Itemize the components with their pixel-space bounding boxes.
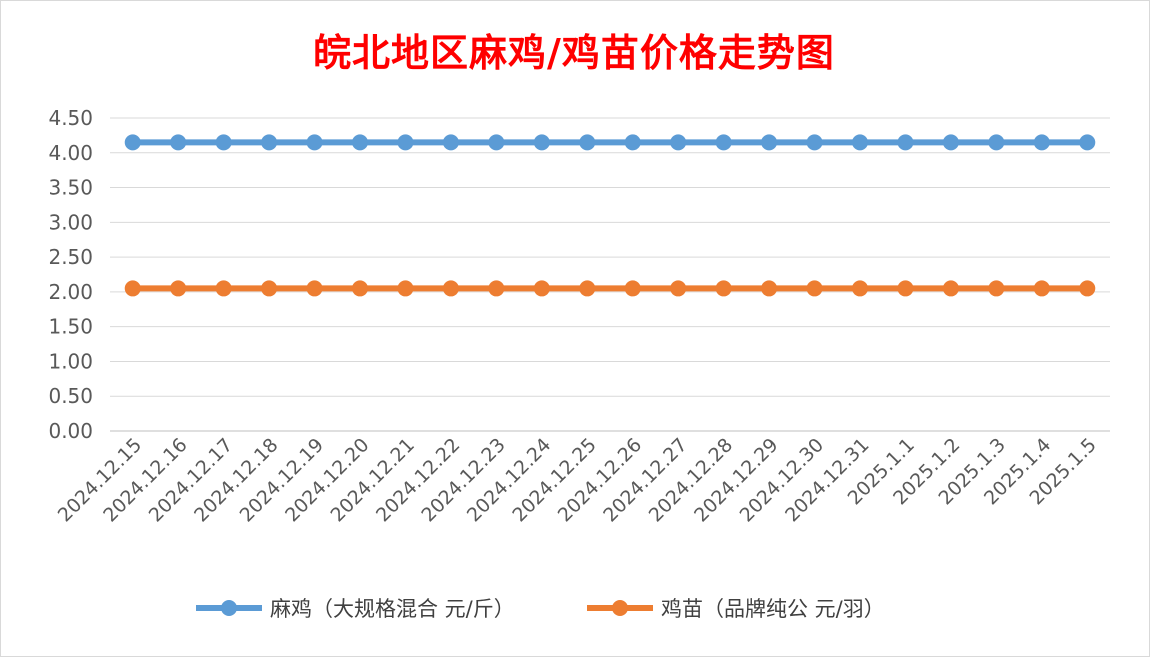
data-point [852,134,868,151]
data-point [761,134,778,151]
legend-swatch-marker [612,600,628,616]
data-point [306,280,323,297]
data-point [579,134,596,151]
data-point [1033,134,1050,151]
data-point [670,134,687,151]
data-point [897,134,914,151]
data-point [1033,280,1050,297]
data-point [261,280,278,297]
data-point [124,134,141,151]
data-point [942,134,959,151]
data-point [624,134,641,151]
data-point [579,280,596,297]
data-point [852,280,868,297]
data-point [1079,280,1096,297]
data-point [442,134,459,151]
data-point [670,280,687,297]
data-point [124,280,141,297]
series-0 [124,134,1096,151]
y-tick-label: 4.00 [48,141,93,165]
data-point [533,134,550,151]
data-point [988,134,1005,151]
data-point [715,280,732,297]
data-point [215,134,232,151]
y-tick-label: 4.50 [48,106,93,130]
data-point [761,280,778,297]
y-tick-label: 2.00 [48,280,93,304]
data-point [442,280,459,297]
data-point [170,134,187,151]
y-tick-label: 0.50 [48,384,93,408]
y-tick-label: 1.50 [48,315,93,339]
series-1 [124,280,1096,297]
data-point [897,280,914,297]
data-point [397,280,414,297]
legend-swatch-marker [221,600,237,616]
data-point [1079,134,1096,151]
data-point [988,280,1005,297]
data-point [352,280,368,297]
y-tick-label: 3.00 [48,210,93,234]
x-axis-ticks: 2024.12.152024.12.162024.12.172024.12.18… [54,434,1101,526]
y-tick-label: 1.00 [48,349,93,373]
data-point [624,280,641,297]
data-point [215,280,232,297]
y-tick-label: 2.50 [48,245,93,269]
data-point [397,134,414,151]
data-point [806,134,823,151]
legend-label: 麻鸡（大规格混合 元/斤） [270,597,515,621]
y-axis-ticks: 0.00 0.50 1.00 1.50 2.00 2.50 3.00 3.50 4.00 4.50 [48,106,93,443]
series-layer [124,134,1096,297]
legend-label: 鸡苗（品牌纯公 元/羽） [661,597,885,621]
data-point [170,280,187,297]
data-point [488,134,505,151]
data-point [488,280,505,297]
data-point [261,134,278,151]
data-point [352,134,368,151]
data-point [715,134,732,151]
y-tick-label: 0.00 [48,419,93,443]
data-point [942,280,959,297]
data-point [306,134,323,151]
data-point [533,280,550,297]
legend: 麻鸡（大规格混合 元/斤） 鸡苗（品牌纯公 元/羽） [196,597,885,621]
legend-item-1: 鸡苗（品牌纯公 元/羽） [587,597,885,621]
legend-item-0: 麻鸡（大规格混合 元/斤） [196,597,515,621]
gridlines [110,117,1110,432]
data-point [806,280,823,297]
y-tick-label: 3.50 [48,176,93,200]
chart-title: 皖北地区麻鸡/鸡苗价格走势图 [313,30,835,75]
